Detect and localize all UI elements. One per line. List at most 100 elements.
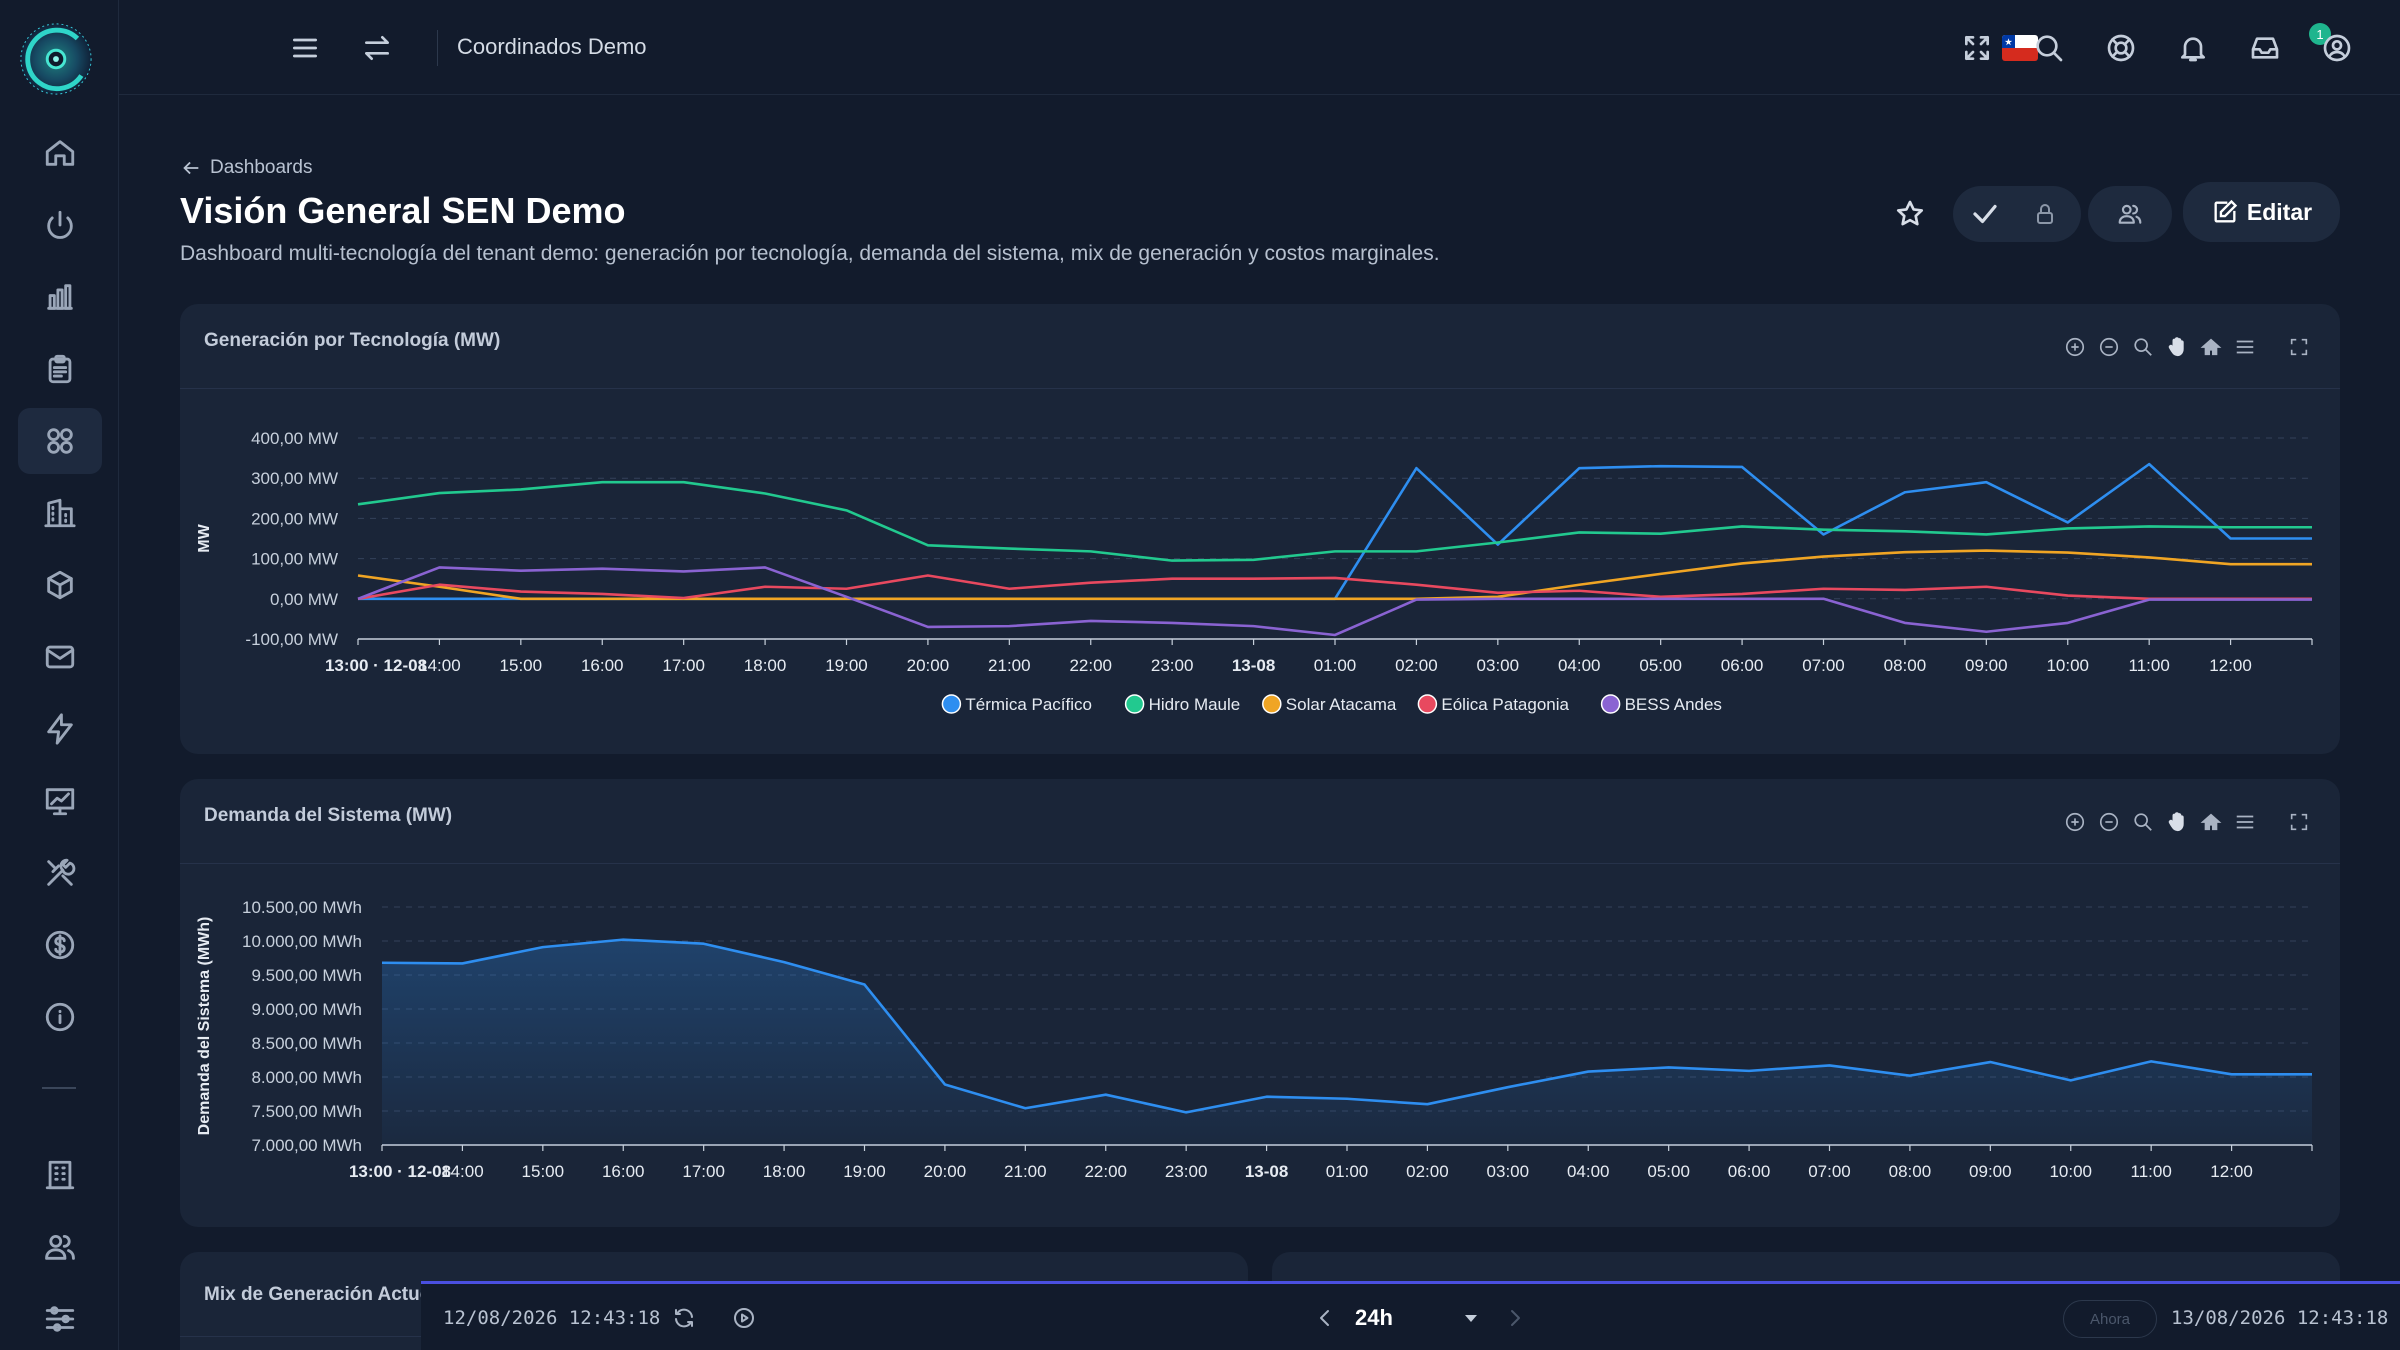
x-tick-label: 04:00 — [1567, 1162, 1610, 1181]
range-label[interactable]: 24h — [1355, 1305, 1393, 1330]
x-tick-label: 12:00 — [2209, 656, 2252, 675]
share-button[interactable] — [2088, 186, 2172, 242]
generation-expand-button[interactable] — [2288, 336, 2312, 360]
user-circle-icon — [2323, 34, 2351, 62]
time-range-bar: 12/08/2026 12:43:18 24h Ahora 13/08/2026… — [421, 1281, 2400, 1350]
nav-costs[interactable] — [18, 912, 102, 978]
x-tick-label: 16:00 — [602, 1162, 645, 1181]
notification-badge: 1 — [2309, 23, 2331, 45]
approve-button[interactable] — [1963, 192, 2007, 236]
breadcrumb[interactable]: Dashboards — [180, 157, 312, 179]
nav-power[interactable] — [18, 192, 102, 258]
caret-down-icon — [1465, 1315, 1477, 1322]
inbox-button[interactable] — [2241, 24, 2289, 72]
x-tick-label: 23:00 — [1165, 1162, 1208, 1181]
generation-panel-title: Generación por Tecnología (MW) — [204, 330, 501, 351]
switch-tenant-button[interactable] — [353, 24, 401, 72]
x-tick-label: 05:00 — [1639, 656, 1682, 675]
zoom-out-icon[interactable] — [2098, 336, 2120, 358]
lock-button[interactable] — [2025, 194, 2065, 234]
chart-menu-icon[interactable] — [2234, 336, 2256, 358]
refresh-button[interactable] — [672, 1306, 698, 1332]
next-range-button[interactable] — [1503, 1306, 1529, 1332]
range-dropdown-button[interactable] — [1459, 1306, 1485, 1332]
nav-assets[interactable] — [18, 552, 102, 618]
notifications-button[interactable] — [2169, 24, 2217, 72]
expand-icon — [2290, 813, 2308, 831]
y-tick-label: 10.000,00 MWh — [242, 932, 362, 951]
demand-expand-button[interactable] — [2288, 811, 2312, 835]
nav-organization[interactable] — [18, 1142, 102, 1208]
help-button[interactable] — [2097, 24, 2145, 72]
edit-button[interactable]: Editar — [2183, 182, 2340, 242]
favorite-button[interactable] — [1890, 194, 1930, 234]
page-title: Visión General SEN Demo — [180, 190, 626, 231]
chile-flag-icon[interactable] — [2002, 35, 2038, 61]
nav-energy[interactable] — [18, 696, 102, 762]
mix-panel-title: Mix de Generación Actuc — [204, 1284, 431, 1305]
bar-chart-icon — [47, 284, 73, 310]
chevron-right-icon — [1511, 1310, 1520, 1326]
y-axis-title: Demanda del Sistema (MWh) — [196, 917, 213, 1136]
check-icon — [1973, 204, 1997, 224]
x-tick-label: 09:00 — [1969, 1162, 2012, 1181]
reset-home-icon[interactable] — [2200, 336, 2222, 358]
dollar-icon — [45, 930, 75, 960]
zoom-in-icon[interactable] — [2064, 811, 2086, 833]
y-tick-label: 10.500,00 MWh — [242, 898, 362, 917]
generation-chart-toolbar — [2064, 336, 2256, 358]
x-tick-label: 21:00 — [1004, 1162, 1047, 1181]
x-tick-label: 06:00 — [1721, 656, 1764, 675]
magnifier-icon[interactable] — [2132, 336, 2154, 358]
power-icon — [47, 210, 73, 239]
building-icon — [44, 498, 76, 528]
x-tick-label: 19:00 — [843, 1162, 886, 1181]
nav-users[interactable] — [18, 1214, 102, 1280]
pan-hand-icon[interactable] — [2166, 811, 2188, 833]
arrow-left-icon — [183, 161, 199, 175]
nav-dashboards[interactable] — [18, 408, 102, 474]
topbar-separator — [437, 30, 438, 66]
demand-panel-divider — [180, 863, 2340, 864]
topbar: Coordinados Demo 1 — [119, 0, 2400, 95]
lifebuoy-icon — [2107, 34, 2135, 62]
nav-settings[interactable] — [18, 1286, 102, 1350]
pan-hand-icon[interactable] — [2166, 336, 2188, 358]
nav-reports[interactable] — [18, 336, 102, 402]
nav-info[interactable] — [18, 984, 102, 1050]
sidebar — [0, 0, 119, 1350]
nav-messages[interactable] — [18, 624, 102, 690]
demand-chart: 10.500,00 MWh 10.000,00 MWh 9.500,00 MWh 9.… — [196, 898, 2313, 1181]
previous-range-button[interactable] — [1313, 1306, 1339, 1332]
legend-marker — [1262, 694, 1282, 714]
nav-home[interactable] — [18, 120, 102, 186]
users-icon — [45, 1234, 75, 1260]
nav-analytics[interactable] — [18, 768, 102, 834]
chart-menu-icon[interactable] — [2234, 811, 2256, 833]
x-tick-label: 10:00 — [2049, 1162, 2092, 1181]
play-button[interactable] — [732, 1306, 758, 1332]
generation-chart: 400,00 MW 300,00 MW 200,00 MW 100,00 MW 0,00… — [196, 429, 2313, 714]
x-tick-label: 13-08 — [1245, 1162, 1288, 1181]
menu-button[interactable] — [281, 24, 329, 72]
search-button[interactable] — [2025, 24, 2073, 72]
y-tick-label: 100,00 MW — [251, 550, 338, 569]
edit-icon — [2214, 199, 2238, 223]
x-tick-label: 02:00 — [1406, 1162, 1449, 1181]
nav-charts[interactable] — [18, 264, 102, 330]
x-tick-label: 14:00 — [418, 656, 461, 675]
legend-label: Eólica Patagonia — [1441, 695, 1569, 714]
now-button[interactable]: Ahora — [2063, 1300, 2157, 1338]
expand-icon — [1965, 36, 1989, 60]
nav-plants[interactable] — [18, 480, 102, 546]
y-tick-label: 9.000,00 MWh — [251, 1000, 362, 1019]
magnifier-icon[interactable] — [2132, 811, 2154, 833]
y-tick-label: 8.500,00 MWh — [251, 1034, 362, 1053]
zoom-in-icon[interactable] — [2064, 336, 2086, 358]
zoom-out-icon[interactable] — [2098, 811, 2120, 833]
profile-button[interactable] — [2313, 24, 2361, 72]
fullscreen-button[interactable] — [1953, 24, 2001, 72]
nav-tools[interactable] — [18, 840, 102, 906]
reset-home-icon[interactable] — [2200, 811, 2222, 833]
app-logo-icon[interactable] — [17, 16, 95, 102]
